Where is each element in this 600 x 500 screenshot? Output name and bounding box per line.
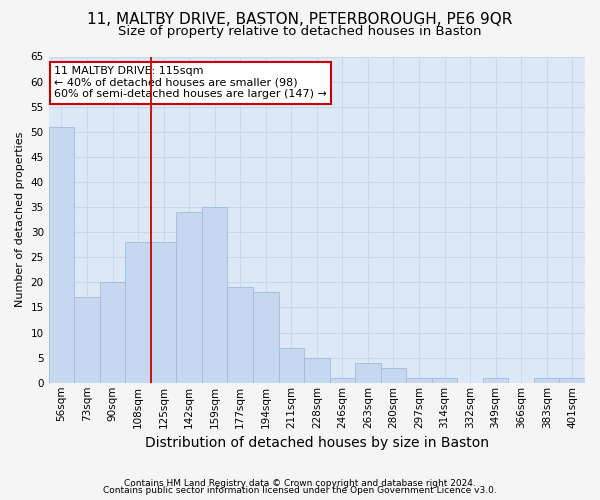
Bar bbox=[227, 288, 253, 383]
Bar bbox=[304, 358, 329, 383]
Bar bbox=[559, 378, 585, 383]
Text: Contains public sector information licensed under the Open Government Licence v3: Contains public sector information licen… bbox=[103, 486, 497, 495]
Bar bbox=[176, 212, 202, 383]
Bar bbox=[100, 282, 125, 383]
Bar bbox=[278, 348, 304, 383]
Bar bbox=[253, 292, 278, 383]
Bar bbox=[151, 242, 176, 383]
Bar bbox=[432, 378, 457, 383]
Bar bbox=[534, 378, 559, 383]
Text: 11 MALTBY DRIVE: 115sqm
← 40% of detached houses are smaller (98)
60% of semi-de: 11 MALTBY DRIVE: 115sqm ← 40% of detache… bbox=[54, 66, 327, 100]
Bar bbox=[202, 207, 227, 383]
Bar bbox=[329, 378, 355, 383]
Bar bbox=[355, 362, 380, 383]
X-axis label: Distribution of detached houses by size in Baston: Distribution of detached houses by size … bbox=[145, 436, 489, 450]
Bar bbox=[125, 242, 151, 383]
Bar bbox=[406, 378, 432, 383]
Text: 11, MALTBY DRIVE, BASTON, PETERBOROUGH, PE6 9QR: 11, MALTBY DRIVE, BASTON, PETERBOROUGH, … bbox=[88, 12, 512, 28]
Text: Size of property relative to detached houses in Baston: Size of property relative to detached ho… bbox=[118, 25, 482, 38]
Bar bbox=[74, 298, 100, 383]
Bar bbox=[380, 368, 406, 383]
Bar bbox=[483, 378, 508, 383]
Bar bbox=[49, 127, 74, 383]
Y-axis label: Number of detached properties: Number of detached properties bbox=[15, 132, 25, 308]
Text: Contains HM Land Registry data © Crown copyright and database right 2024.: Contains HM Land Registry data © Crown c… bbox=[124, 478, 476, 488]
